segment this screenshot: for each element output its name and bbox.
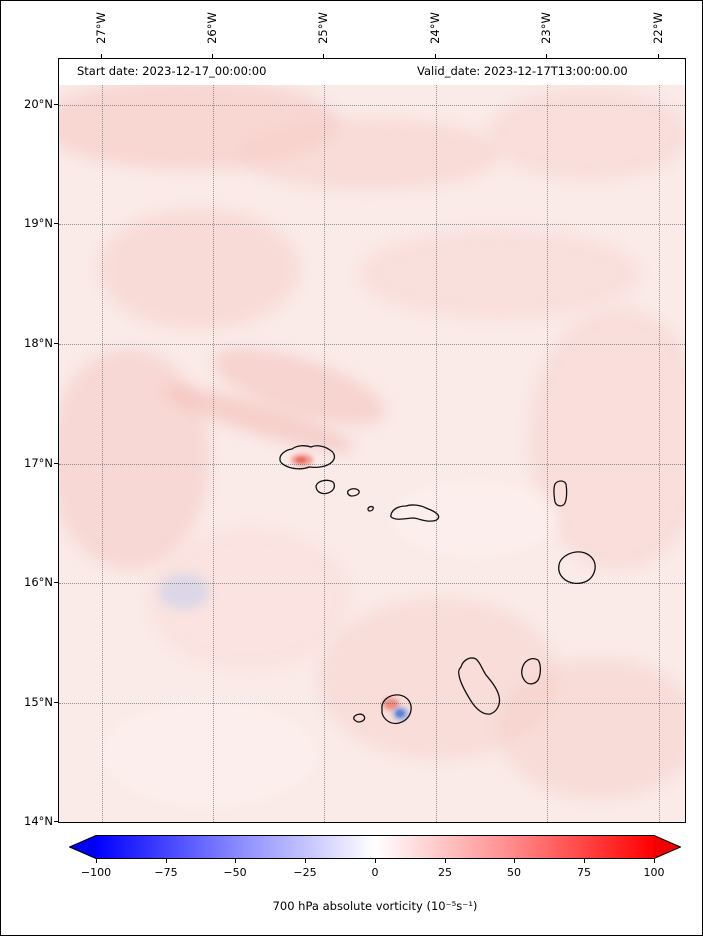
island-outline-branco	[367, 505, 374, 512]
colorbar-tick-label: 75	[577, 866, 591, 879]
gridline	[59, 703, 685, 704]
lat-tick-label: 17°N	[24, 456, 53, 470]
axis-tick	[101, 54, 102, 58]
axis-tick	[54, 343, 58, 344]
lat-tick-label: 14°N	[24, 814, 53, 828]
axis-tick	[212, 54, 213, 58]
axis-tick	[323, 54, 324, 58]
lon-tick-label: 25°W	[316, 12, 330, 44]
gridline	[102, 59, 103, 822]
island-outline-maio	[521, 658, 542, 685]
axis-tick	[54, 223, 58, 224]
gridline	[436, 59, 437, 822]
colorbar-tick	[514, 859, 515, 863]
colorbar-gradient	[96, 835, 654, 859]
colorbar-tick-label: −100	[80, 866, 112, 879]
lat-tick-label: 16°N	[24, 575, 53, 589]
axis-tick	[54, 702, 58, 703]
island-outline-santiago	[457, 657, 501, 715]
lon-tick-label: 27°W	[94, 12, 108, 44]
start-date-label: Start date: 2023-12-17_00:00:00	[77, 64, 267, 78]
colorbar-tick	[654, 859, 655, 863]
colorbar-tick	[166, 859, 167, 863]
colorbar-tick	[445, 859, 446, 863]
colorbar-tick	[584, 859, 585, 863]
colorbar-tick-label: 100	[643, 866, 665, 879]
colorbar-min-arrow	[69, 835, 96, 859]
island-outline-sao-nicolau	[390, 504, 440, 522]
gridline	[59, 105, 685, 106]
coastlines	[279, 445, 596, 725]
colorbar-tick	[305, 859, 306, 863]
valid-date-label: Valid_date: 2023-12-17T13:00:00.00	[417, 64, 628, 78]
lat-tick-label: 19°N	[24, 216, 53, 230]
lon-tick-label: 26°W	[205, 12, 219, 44]
colorbar-axis-label: 700 hPa absolute vorticity (10⁻⁵s⁻¹)	[272, 899, 478, 913]
colorbar-max-arrow	[654, 835, 681, 859]
axis-tick	[54, 104, 58, 105]
map-plot: Start date: 2023-12-17_00:00:00 Valid_da…	[58, 58, 686, 823]
lon-tick-label: 23°W	[539, 12, 553, 44]
lat-tick-label: 15°N	[24, 695, 53, 709]
island-outline-brava	[353, 713, 366, 723]
island-outline-santa-luzia	[346, 488, 360, 497]
lat-tick-label: 20°N	[24, 97, 53, 111]
colorbar-outline	[69, 835, 681, 859]
gridline	[324, 59, 325, 822]
gridline	[659, 59, 660, 822]
island-outline-sal	[553, 480, 568, 507]
lon-tick-label: 22°W	[651, 12, 665, 44]
colorbar-tick-label: −75	[154, 866, 178, 879]
title-strip: Start date: 2023-12-17_00:00:00 Valid_da…	[59, 59, 685, 85]
lat-tick-label: 18°N	[24, 336, 53, 350]
axis-tick	[546, 54, 547, 58]
gridline	[59, 344, 685, 345]
colorbar-tick-label: −50	[223, 866, 247, 879]
axis-tick	[658, 54, 659, 58]
gridline	[547, 59, 548, 822]
colorbar-tick-label: 25	[438, 866, 452, 879]
gridline	[213, 59, 214, 822]
colorbar-tick-label: 50	[507, 866, 521, 879]
axis-tick	[54, 821, 58, 822]
axis-tick	[435, 54, 436, 58]
colorbar-tick-label: −25	[293, 866, 317, 879]
gridline	[59, 224, 685, 225]
colorbar: −100 −75 −50 −25 0 25 50 75 100	[69, 835, 681, 879]
gridline	[59, 464, 685, 465]
colorbar-tick-label: 0	[371, 866, 379, 879]
colorbar-tick	[375, 859, 376, 863]
island-outline-fogo	[381, 694, 412, 725]
lon-tick-label: 24°W	[428, 12, 442, 44]
colorbar-tick	[235, 859, 236, 863]
gridline	[59, 822, 685, 823]
colorbar-tick	[96, 859, 97, 863]
axis-tick	[54, 582, 58, 583]
island-outline-boa-vista	[557, 551, 596, 585]
island-outline-sao-vicente	[315, 479, 335, 495]
gridline	[59, 583, 685, 584]
axis-tick	[54, 463, 58, 464]
island-outline-santo-antao	[279, 445, 336, 470]
